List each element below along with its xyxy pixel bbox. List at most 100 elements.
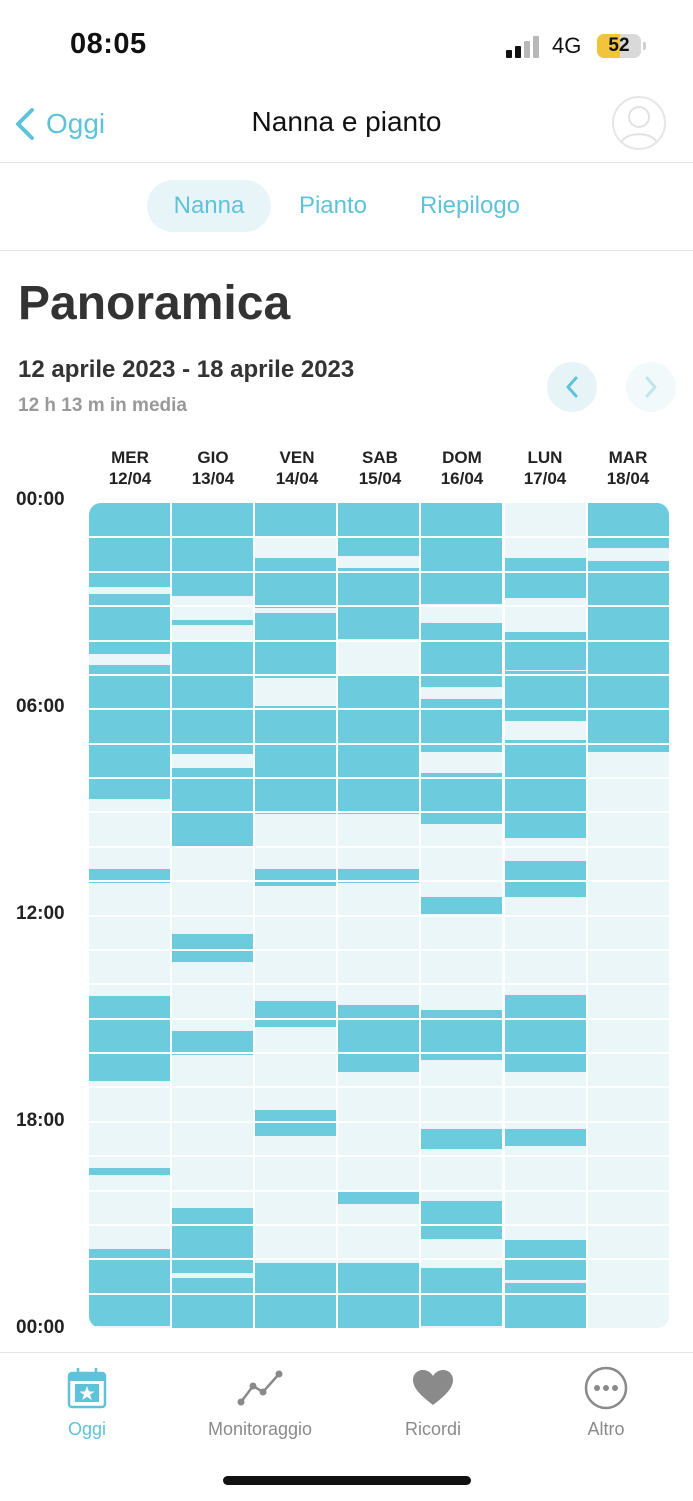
sleep-segment[interactable] [338,1192,420,1205]
tab-label: Oggi [67,1419,107,1439]
sleep-segment[interactable] [504,1283,586,1328]
day-weekday: LUN [527,448,563,467]
hour-label: 12:00 [16,903,65,924]
sleep-segment[interactable] [421,772,503,825]
day-header: DOM 16/04 [421,447,503,489]
sleep-segment[interactable] [172,1278,254,1328]
hour-label: 00:00 [16,489,65,510]
sleep-segment[interactable] [172,934,254,962]
sleep-segment[interactable] [421,896,503,914]
hour-gridline [89,1052,669,1054]
sleep-segment[interactable] [338,568,420,639]
more-dots-icon [584,1366,628,1410]
hour-gridline [89,914,669,917]
sleep-segment[interactable] [89,664,170,799]
battery-icon: 52 [597,34,641,58]
day-date: 18/04 [606,469,650,488]
tab-label: Altro [587,1419,625,1439]
sleep-segment[interactable] [587,503,669,548]
sleep-segment[interactable] [421,503,503,605]
hour-gridline [89,845,669,848]
day-header: SAB 15/04 [339,447,421,489]
calendar-star-icon [67,1368,107,1409]
day-date: 13/04 [191,469,235,488]
back-button[interactable]: Oggi [14,104,105,144]
sleep-segment[interactable] [255,558,337,608]
hour-gridline [89,880,669,883]
tab-pianto[interactable]: Pianto [298,192,368,219]
hour-gridline [89,1086,669,1089]
day-weekday: VEN [279,448,315,467]
sleep-segment[interactable] [172,640,254,754]
hour-gridline [89,811,669,814]
sleep-segment[interactable] [172,503,254,596]
chevron-right-icon [645,376,657,398]
hour-gridline [89,708,669,711]
hour-gridline [89,777,669,779]
tab-nanna[interactable]: Nanna [147,180,271,232]
day-header: MER 12/04 [89,447,171,489]
network-type: 4G [552,33,582,58]
sleep-segment[interactable] [421,623,503,687]
tab-oggi[interactable]: Oggi [17,1365,157,1440]
tab-ricordi[interactable]: Ricordi [363,1365,503,1440]
hour-label: 18:00 [16,1110,65,1131]
sleep-segment[interactable] [338,869,420,883]
sleep-segment[interactable] [587,561,669,753]
avatar[interactable] [612,96,666,150]
sleep-segment[interactable] [421,1200,503,1239]
hour-gridline [89,536,669,539]
hour-gridline [89,673,669,676]
hour-label: 06:00 [16,696,65,717]
chevron-left-icon [16,108,34,140]
day-header: GIO 13/04 [172,447,254,489]
sleep-segment[interactable] [255,869,337,887]
battery-level: 52 [608,35,630,56]
sleep-segment[interactable] [89,1168,170,1176]
date-range: 12 aprile 2023 - 18 aprile 2023 [18,356,355,383]
heart-icon [413,1370,453,1405]
sleep-segment[interactable] [504,994,586,1072]
sleep-segment[interactable] [172,1207,254,1273]
sleep-segment[interactable] [89,594,170,655]
sleep-segment[interactable] [421,1267,503,1327]
sleep-segment[interactable] [504,740,586,839]
sleep-segment[interactable] [504,671,586,722]
sleep-segment[interactable] [255,503,337,538]
sleep-segment[interactable] [172,619,254,626]
sleep-segment[interactable] [172,767,254,849]
sleep-segment[interactable] [338,503,420,557]
sleep-segment[interactable] [255,613,337,679]
hour-gridline [89,948,669,951]
sleep-segment[interactable] [338,1262,420,1328]
sleep-segment[interactable] [504,860,586,897]
previous-week-button[interactable] [547,362,597,412]
day-weekday: SAB [362,448,398,467]
sleep-segment[interactable] [89,1248,170,1327]
hour-gridline [89,1155,669,1158]
tab-monitoraggio[interactable]: Monitoraggio [190,1365,330,1440]
sleep-segment[interactable] [255,1001,337,1028]
day-date: 15/04 [358,469,402,488]
sleep-segment[interactable] [504,1128,586,1146]
tab-label: Ricordi [404,1419,461,1439]
sleep-segment[interactable] [255,1262,337,1328]
status-time: 08:05 [70,28,147,60]
day-date: 12/04 [108,469,152,488]
sleep-segment[interactable] [504,558,586,598]
tab-riepilogo[interactable]: Riepilogo [419,192,521,219]
sleep-segment[interactable] [172,1030,254,1055]
section-heading: Panoramica [18,277,291,330]
sleep-segment[interactable] [255,705,337,815]
sleep-segment[interactable] [89,996,170,1081]
sleep-segment[interactable] [504,631,586,670]
sleep-segment[interactable] [421,1128,503,1150]
tab-altro[interactable]: Altro [536,1365,676,1440]
day-header: VEN 14/04 [256,447,338,489]
back-label: Oggi [46,108,106,139]
next-week-button[interactable] [626,362,676,412]
sleep-segment[interactable] [89,503,170,588]
sleep-segment[interactable] [89,869,170,883]
sleep-segment[interactable] [338,1004,420,1072]
sleep-timeline-chart [89,503,669,1328]
